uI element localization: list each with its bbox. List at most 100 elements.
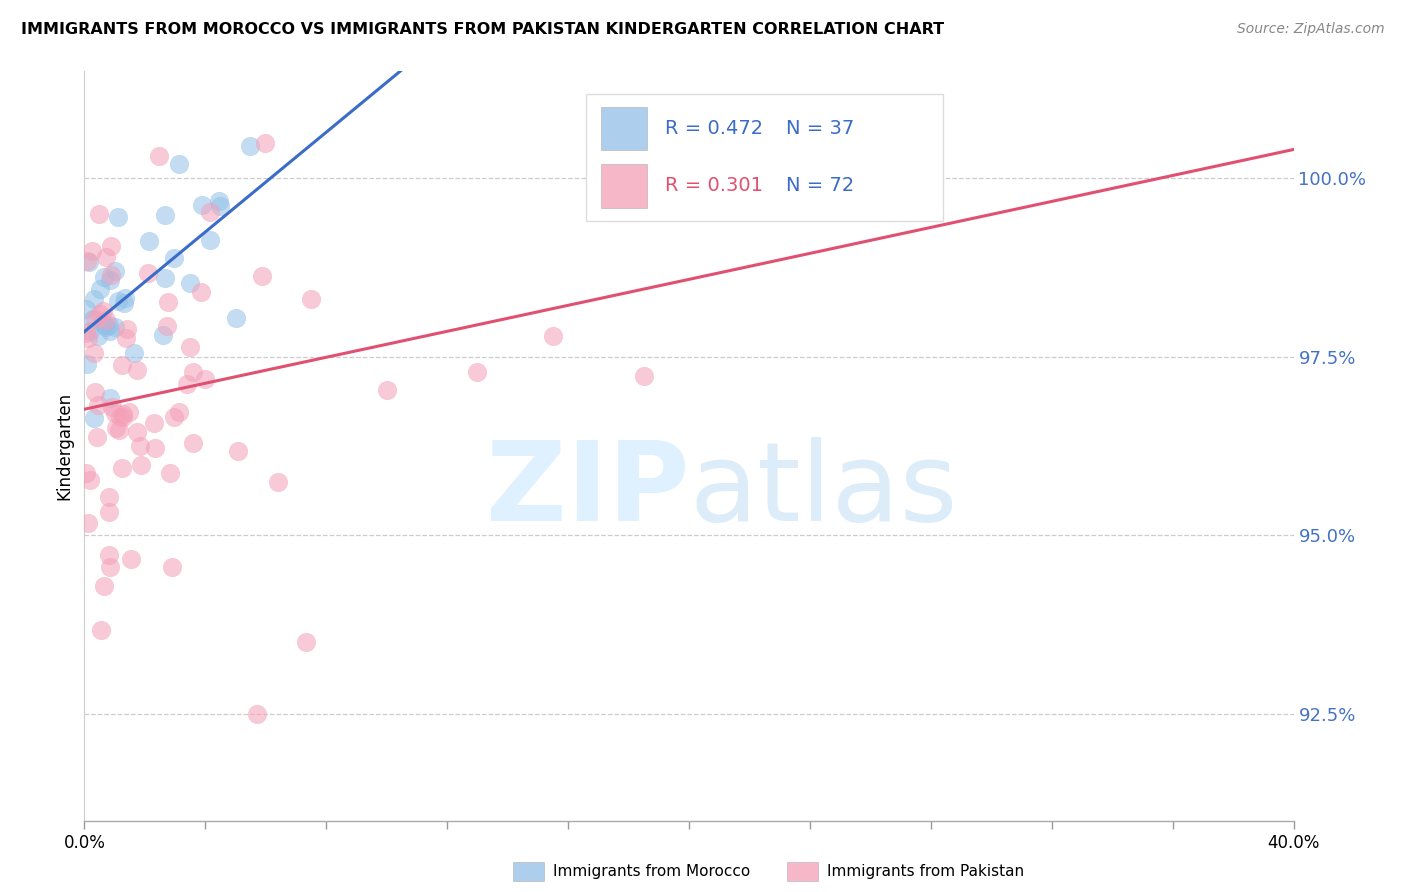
Point bbox=[76, 357, 98, 371]
Point bbox=[225, 310, 247, 325]
Text: R = 0.472: R = 0.472 bbox=[665, 119, 763, 137]
Point bbox=[84, 311, 107, 326]
Point bbox=[633, 369, 655, 384]
Point bbox=[83, 345, 105, 359]
Point bbox=[77, 255, 100, 269]
Point bbox=[156, 319, 179, 334]
Point bbox=[96, 320, 118, 334]
Point bbox=[91, 316, 114, 330]
Point bbox=[79, 473, 101, 487]
Point bbox=[114, 296, 136, 310]
Point bbox=[246, 706, 269, 721]
Point bbox=[153, 271, 176, 285]
Point bbox=[104, 421, 127, 435]
Point bbox=[127, 363, 149, 377]
Point bbox=[98, 490, 121, 504]
Point bbox=[167, 405, 190, 419]
Point bbox=[208, 194, 231, 209]
Text: Source: ZipAtlas.com: Source: ZipAtlas.com bbox=[1237, 22, 1385, 37]
Point bbox=[82, 312, 104, 326]
Point bbox=[253, 136, 276, 150]
Point bbox=[294, 635, 316, 649]
Point bbox=[89, 307, 111, 321]
Point bbox=[152, 327, 174, 342]
Point bbox=[181, 365, 204, 379]
Point bbox=[108, 410, 131, 425]
Point bbox=[104, 320, 127, 334]
Point bbox=[541, 328, 564, 343]
Point bbox=[100, 238, 122, 252]
Text: Immigrants from Pakistan: Immigrants from Pakistan bbox=[827, 864, 1024, 879]
Y-axis label: Kindergarten: Kindergarten bbox=[55, 392, 73, 500]
Point bbox=[250, 268, 273, 283]
Point bbox=[98, 272, 121, 286]
Point bbox=[76, 331, 98, 345]
Bar bbox=[600, 106, 647, 150]
Point bbox=[75, 302, 97, 317]
Point bbox=[86, 430, 108, 444]
Point bbox=[138, 234, 160, 248]
Point bbox=[160, 560, 183, 574]
Text: atlas: atlas bbox=[689, 437, 957, 544]
Point bbox=[107, 293, 129, 308]
Point bbox=[87, 398, 110, 412]
Point bbox=[110, 461, 132, 475]
Point bbox=[209, 199, 232, 213]
Point bbox=[183, 435, 205, 450]
Point bbox=[93, 318, 115, 333]
Point bbox=[101, 401, 124, 415]
Point bbox=[82, 244, 104, 258]
Point bbox=[96, 250, 118, 264]
Point bbox=[167, 156, 190, 170]
Point bbox=[87, 329, 110, 343]
Point bbox=[83, 292, 105, 306]
Point bbox=[111, 407, 134, 421]
Point bbox=[159, 466, 181, 480]
Point bbox=[190, 285, 212, 299]
Text: Immigrants from Morocco: Immigrants from Morocco bbox=[553, 864, 749, 879]
Point bbox=[115, 322, 138, 336]
Point bbox=[118, 405, 141, 419]
Point bbox=[198, 233, 221, 247]
FancyBboxPatch shape bbox=[586, 94, 943, 221]
Point bbox=[98, 318, 121, 333]
Point bbox=[122, 346, 145, 360]
Point bbox=[153, 209, 176, 223]
Point bbox=[107, 210, 129, 224]
Point bbox=[97, 548, 120, 562]
Point bbox=[120, 552, 142, 566]
Point bbox=[136, 267, 159, 281]
Point bbox=[98, 505, 121, 519]
Point bbox=[467, 365, 489, 379]
Point bbox=[226, 443, 249, 458]
Point bbox=[191, 198, 214, 212]
Text: IMMIGRANTS FROM MOROCCO VS IMMIGRANTS FROM PAKISTAN KINDERGARTEN CORRELATION CHA: IMMIGRANTS FROM MOROCCO VS IMMIGRANTS FR… bbox=[21, 22, 945, 37]
Point bbox=[128, 439, 150, 453]
Text: N = 72: N = 72 bbox=[786, 177, 853, 195]
Point bbox=[100, 559, 122, 574]
Point bbox=[143, 441, 166, 455]
Point bbox=[115, 331, 138, 345]
Text: R = 0.301: R = 0.301 bbox=[665, 177, 763, 195]
Point bbox=[194, 372, 217, 386]
Point bbox=[163, 252, 186, 266]
Point bbox=[131, 458, 153, 472]
Point bbox=[104, 264, 127, 278]
Point bbox=[90, 623, 112, 637]
Point bbox=[75, 326, 97, 340]
Point bbox=[98, 324, 121, 338]
Point bbox=[94, 313, 117, 327]
Point bbox=[693, 157, 716, 171]
Point bbox=[239, 139, 262, 153]
Point bbox=[76, 254, 98, 268]
Point bbox=[75, 467, 97, 481]
Point bbox=[299, 292, 322, 306]
Point bbox=[89, 282, 111, 296]
Point bbox=[108, 423, 131, 437]
Point bbox=[77, 516, 100, 530]
Point bbox=[91, 303, 114, 318]
Point bbox=[148, 148, 170, 162]
Point bbox=[83, 410, 105, 425]
Point bbox=[179, 276, 201, 290]
Point bbox=[163, 410, 186, 425]
